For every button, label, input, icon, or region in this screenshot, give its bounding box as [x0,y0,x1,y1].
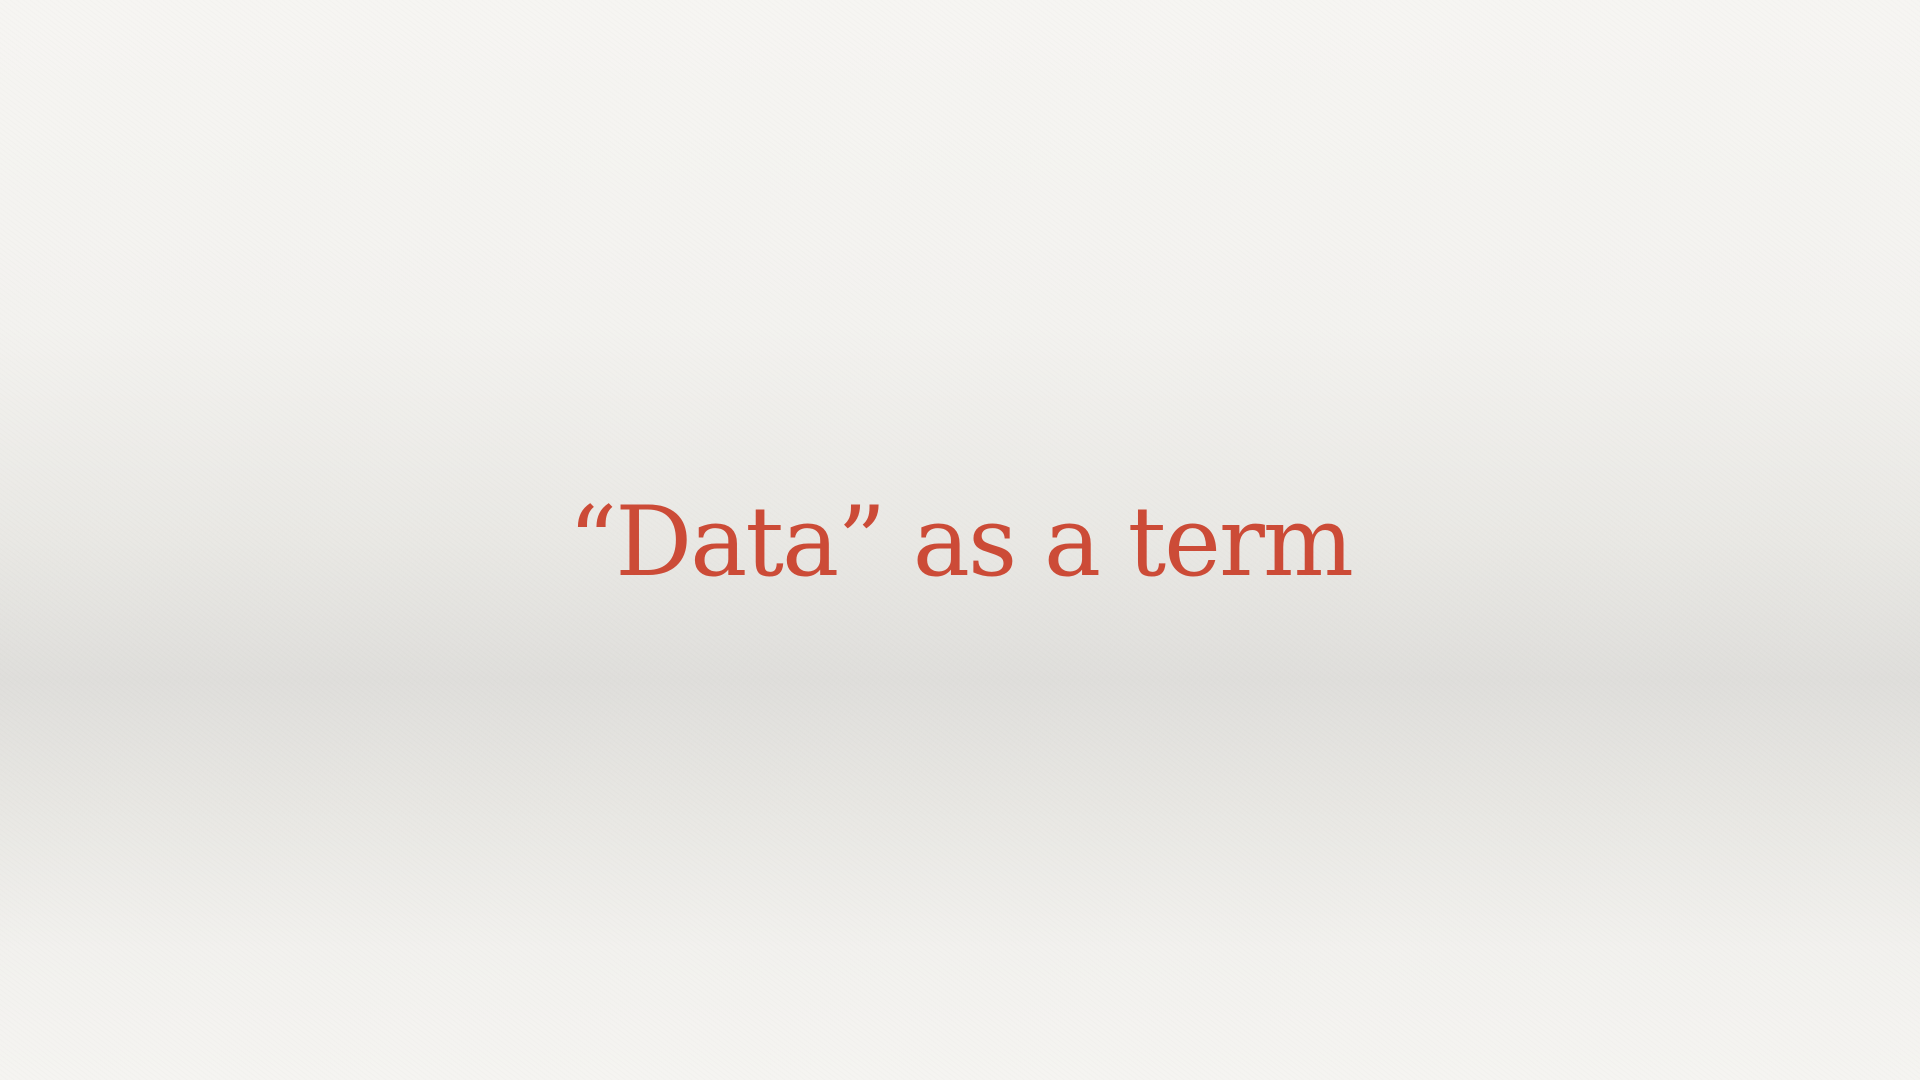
slide-title: “Data” as a term [568,486,1354,598]
